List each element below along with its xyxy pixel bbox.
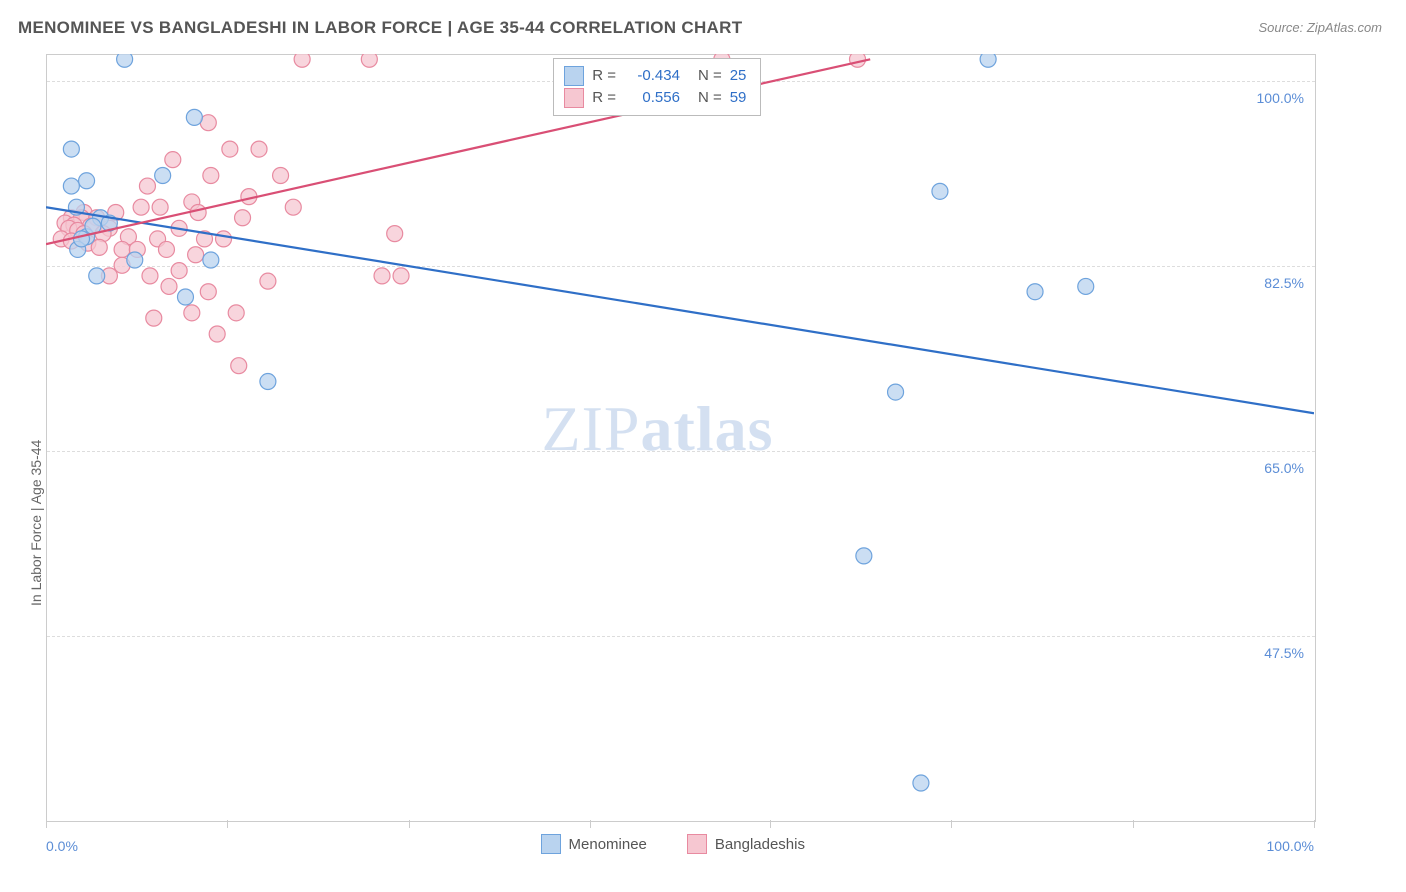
data-point: [127, 252, 143, 268]
legend-item: Bangladeshis: [687, 834, 805, 854]
data-point: [1027, 284, 1043, 300]
data-point: [171, 263, 187, 279]
x-tick: [1133, 820, 1134, 828]
legend-r-label: R =: [592, 87, 616, 109]
data-point: [888, 384, 904, 400]
data-point: [260, 273, 276, 289]
data-point: [63, 178, 79, 194]
data-point: [63, 141, 79, 157]
legend-r-label: R =: [592, 65, 616, 87]
data-point: [146, 310, 162, 326]
x-tick: [227, 820, 228, 828]
data-point: [161, 278, 177, 294]
x-tick: [46, 820, 47, 828]
data-point: [856, 548, 872, 564]
legend-item: Menominee: [541, 834, 647, 854]
x-max-label: 100.0%: [1267, 838, 1314, 854]
data-point: [184, 305, 200, 321]
data-point: [387, 226, 403, 242]
data-point: [133, 199, 149, 215]
data-point: [1078, 278, 1094, 294]
y-axis-label: In Labor Force | Age 35-44: [28, 439, 44, 605]
data-point: [216, 231, 232, 247]
y-tick-label: 47.5%: [1234, 645, 1304, 661]
data-point: [152, 199, 168, 215]
legend-n-label: N =: [698, 87, 722, 109]
data-point: [393, 268, 409, 284]
data-point: [932, 183, 948, 199]
data-point: [177, 289, 193, 305]
x-tick: [1314, 820, 1315, 828]
data-point: [374, 268, 390, 284]
x-tick: [770, 820, 771, 828]
data-point: [285, 199, 301, 215]
legend-swatch: [564, 88, 584, 108]
legend-r-value: 0.556: [624, 87, 680, 109]
data-point: [139, 178, 155, 194]
x-tick: [590, 820, 591, 828]
data-point: [203, 252, 219, 268]
legend-series-name: Bangladeshis: [715, 836, 805, 853]
legend-n-label: N =: [698, 65, 722, 87]
chart-title: MENOMINEE VS BANGLADESHI IN LABOR FORCE …: [18, 18, 742, 38]
data-point: [361, 54, 377, 67]
data-point: [231, 358, 247, 374]
data-point: [190, 204, 206, 220]
data-point: [155, 168, 171, 184]
legend-r-value: -0.434: [624, 65, 680, 87]
data-point: [165, 152, 181, 168]
legend-row: R = -0.434 N = 25: [564, 65, 746, 87]
source-label: Source: ZipAtlas.com: [1258, 20, 1382, 35]
data-point: [188, 247, 204, 263]
data-point: [200, 284, 216, 300]
data-point: [91, 239, 107, 255]
data-point: [222, 141, 238, 157]
data-point: [186, 109, 202, 125]
legend-swatch: [541, 834, 561, 854]
plot-svg: [46, 54, 1314, 820]
data-point: [273, 168, 289, 184]
data-point: [260, 374, 276, 390]
correlation-legend: R = -0.434 N = 25 R = 0.556 N = 59: [553, 58, 761, 116]
legend-swatch: [564, 66, 584, 86]
legend-n-value: 59: [730, 87, 747, 109]
y-tick-label: 82.5%: [1234, 275, 1304, 291]
data-point: [142, 268, 158, 284]
data-point: [117, 54, 133, 67]
data-point: [114, 241, 130, 257]
data-point: [913, 775, 929, 791]
legend-swatch: [687, 834, 707, 854]
data-point: [74, 231, 90, 247]
legend-n-value: 25: [730, 65, 747, 87]
data-point: [251, 141, 267, 157]
y-tick-label: 65.0%: [1234, 460, 1304, 476]
data-point: [158, 241, 174, 257]
series-legend: Menominee Bangladeshis: [541, 834, 805, 854]
y-tick-label: 100.0%: [1234, 90, 1304, 106]
legend-series-name: Menominee: [569, 836, 647, 853]
data-point: [209, 326, 225, 342]
x-tick: [409, 820, 410, 828]
data-point: [980, 54, 996, 67]
data-point: [228, 305, 244, 321]
data-point: [294, 54, 310, 67]
data-point: [203, 168, 219, 184]
x-tick: [951, 820, 952, 828]
data-point: [89, 268, 105, 284]
data-point: [79, 173, 95, 189]
legend-row: R = 0.556 N = 59: [564, 87, 746, 109]
data-point: [235, 210, 251, 226]
x-min-label: 0.0%: [46, 838, 78, 854]
